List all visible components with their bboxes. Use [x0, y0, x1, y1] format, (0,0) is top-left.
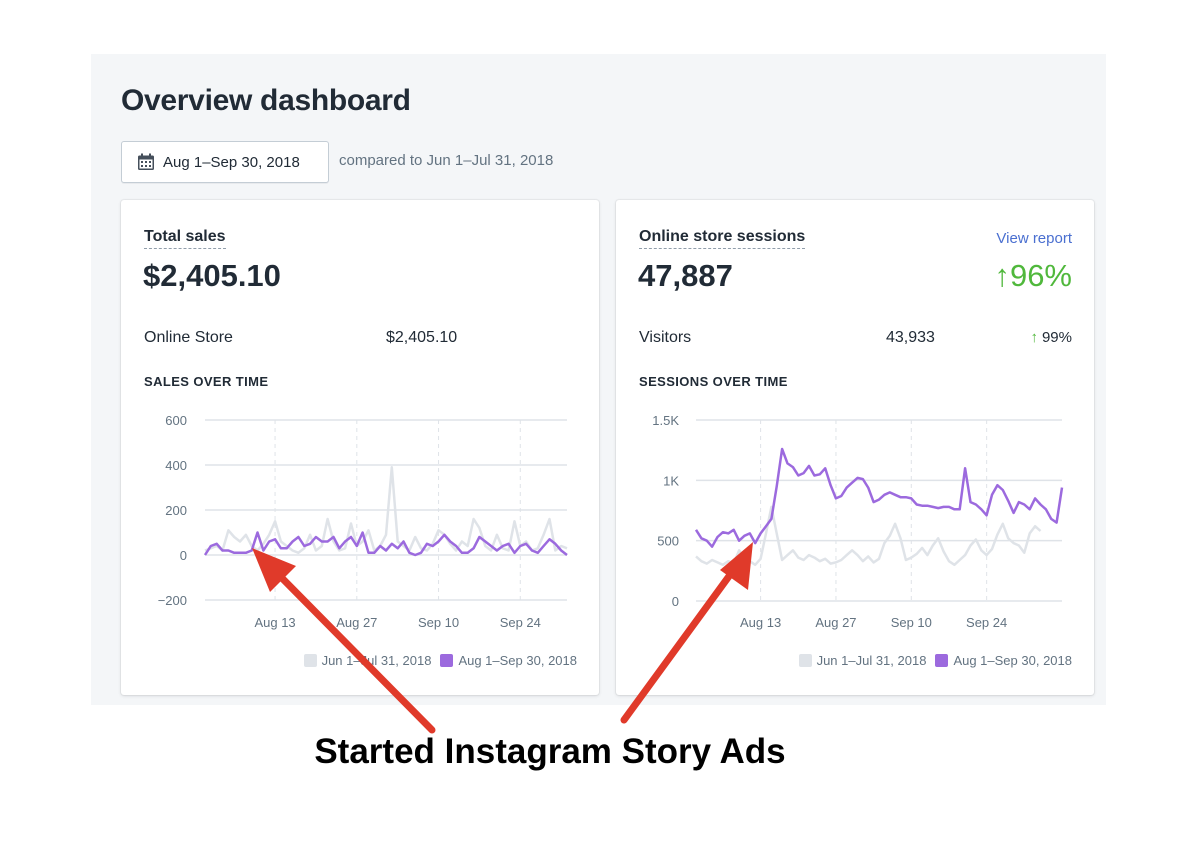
sales-chart-heading: SALES OVER TIME — [144, 374, 269, 389]
page-title: Overview dashboard — [121, 84, 411, 117]
online-store-value: $2,405.10 — [386, 329, 458, 346]
sessions-y-tick-label: 500 — [657, 534, 679, 549]
sales-y-tick-label: 600 — [165, 413, 187, 428]
dashboard-panel: Overview dashboard Aug 1–Sep 30, 2018 co… — [91, 54, 1106, 705]
sessions-x-tick-label: Sep 10 — [891, 615, 932, 630]
total-sales-value: $2,405.10 — [143, 258, 281, 293]
comparison-range-text: compared to Jun 1–Jul 31, 2018 — [339, 152, 554, 169]
legend-label-previous: Jun 1–Jul 31, 2018 — [321, 653, 432, 668]
annotation-caption: Started Instagram Story Ads — [314, 732, 786, 771]
sessions-y-tick-label: 1.5K — [652, 413, 679, 428]
annotation-arrowhead-left — [252, 548, 296, 592]
visitors-label: Visitors — [639, 329, 692, 346]
legend-item-current[interactable]: Aug 1–Sep 30, 2018 — [440, 653, 577, 668]
sessions-y-tick-label: 1K — [663, 473, 679, 488]
sessions-chart-legend: Jun 1–Jul 31, 2018 Aug 1–Sep 30, 2018 — [790, 653, 1072, 668]
sales-x-tick-label: Aug 13 — [254, 615, 295, 630]
date-range-picker-button[interactable]: Aug 1–Sep 30, 2018 — [121, 141, 329, 183]
legend-item-previous[interactable]: Jun 1–Jul 31, 2018 — [798, 653, 927, 668]
legend-label-current: Aug 1–Sep 30, 2018 — [953, 653, 1072, 668]
sessions-series-line-current — [694, 447, 1064, 548]
sales-y-tick-label: 0 — [180, 548, 187, 563]
legend-swatch-current — [440, 654, 454, 667]
legend-label-previous: Jun 1–Jul 31, 2018 — [816, 653, 927, 668]
annotation-arrowhead-right — [720, 542, 753, 590]
legend-label-current: Aug 1–Sep 30, 2018 — [458, 653, 577, 668]
up-arrow-icon: ↑ — [1030, 329, 1038, 346]
sessions-change: ↑96% — [994, 258, 1072, 294]
sales-y-tick-label: 200 — [165, 503, 187, 518]
view-report-link[interactable]: View report — [996, 230, 1072, 247]
sessions-change-pct: 96% — [1009, 258, 1072, 293]
online-store-sessions-card: Online store sessions View report 47,887… — [616, 200, 1094, 695]
legend-swatch-current — [935, 654, 949, 667]
sales-y-tick-label: 400 — [165, 458, 187, 473]
sessions-chart-heading: SESSIONS OVER TIME — [639, 374, 788, 389]
sessions-title[interactable]: Online store sessions — [639, 228, 806, 249]
sessions-x-tick-label: Sep 24 — [966, 615, 1007, 630]
sessions-total-value: 47,887 — [638, 258, 733, 293]
sales-over-time-chart: 600 400 200 0 −200 Aug 13 Aug 27 Sep 10 Sep 24 — [158, 413, 568, 630]
legend-swatch-previous — [798, 654, 812, 667]
date-range-label: Aug 1–Sep 30, 2018 — [163, 153, 300, 171]
visitors-value: 43,933 — [886, 329, 935, 346]
sessions-y-tick-label: 0 — [672, 594, 679, 609]
total-sales-title[interactable]: Total sales — [144, 228, 226, 249]
sessions-over-time-chart: 1.5K 1K 500 0 Aug 13 Aug 27 Sep 10 Sep 24 — [652, 413, 1064, 630]
sessions-x-tick-label: Aug 27 — [815, 615, 856, 630]
sales-series-line-current — [203, 531, 568, 557]
annotation-arrow-left — [272, 568, 436, 734]
legend-item-previous[interactable]: Jun 1–Jul 31, 2018 — [303, 653, 432, 668]
sales-x-tick-label: Sep 24 — [500, 615, 541, 630]
legend-swatch-previous — [303, 654, 317, 667]
sales-y-tick-label: −200 — [158, 593, 187, 608]
visitors-change: ↑ 99% — [1030, 329, 1072, 346]
sessions-x-tick-label: Aug 13 — [740, 615, 781, 630]
sales-series-line-previous — [204, 466, 568, 555]
online-store-label: Online Store — [144, 329, 233, 346]
calendar-icon — [138, 153, 154, 170]
legend-item-current[interactable]: Aug 1–Sep 30, 2018 — [935, 653, 1072, 668]
sales-x-tick-label: Sep 10 — [418, 615, 459, 630]
up-arrow-icon: ↑ — [994, 258, 1010, 293]
annotation-arrow-right — [620, 564, 739, 724]
sales-chart-legend: Jun 1–Jul 31, 2018 Aug 1–Sep 30, 2018 — [295, 653, 577, 668]
sessions-series-line-previous — [695, 505, 1042, 567]
total-sales-card: Total sales $2,405.10 Online Store $2,40… — [121, 200, 599, 695]
visitors-change-pct: 99% — [1041, 329, 1072, 346]
sales-x-tick-label: Aug 27 — [336, 615, 377, 630]
